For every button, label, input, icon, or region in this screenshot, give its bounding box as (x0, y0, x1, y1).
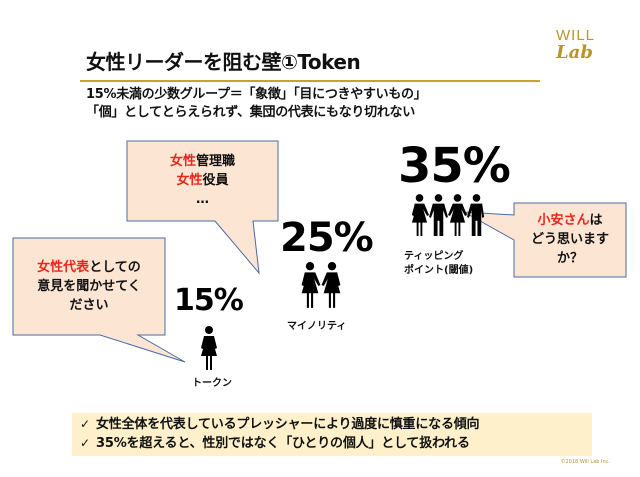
woman-icon (201, 326, 217, 370)
woman-icon (411, 194, 429, 236)
check-icon: ✓ (80, 436, 90, 450)
callout-left-text: 女性代表としての 意見を聞かせてく ださい (13, 258, 165, 315)
percent-15: 15% (174, 283, 244, 318)
callout-line: か？ (556, 251, 583, 266)
callout-line: 女性代表としての (37, 260, 141, 275)
figures-25 (299, 262, 343, 310)
summary-box: ✓ 女性全体を代表しているプレッシャーにより過度に慎重になる傾向 ✓ 35%を超… (72, 413, 592, 456)
bullet-item: ✓ 女性全体を代表しているプレッシャーにより過度に慎重になる傾向 (80, 417, 480, 432)
callout-line: 小安さんは (537, 213, 603, 228)
woman-icon (448, 194, 467, 236)
label-token: トークン (192, 378, 232, 389)
figures-35 (410, 193, 486, 239)
callout-line: ださい (69, 298, 109, 313)
man-icon (467, 194, 485, 236)
label-minority: マイノリティ (287, 321, 347, 332)
subtitle-line-2: 「個」としてとらえられず、集団の代表にもなり切れない (86, 105, 415, 120)
copyright: ©2018 Will Lab Inc. (560, 459, 611, 465)
callout-line: … (196, 192, 209, 207)
figures-15 (199, 326, 219, 372)
title-underline (80, 80, 540, 82)
subtitle-line-1: 15%未満の少数グループ＝「象徴」「目につきやすいもの」 (86, 87, 427, 102)
callout-right-text: 小安さんは どう思います か？ (514, 211, 626, 268)
callout-top-text: 女性管理職 女性役員 … (127, 152, 278, 209)
will-lab-logo: WILL Lab (556, 28, 616, 63)
logo-lab-text: Lab (556, 42, 593, 63)
percent-35: 35% (398, 138, 511, 194)
slide-title: 女性リーダーを阻む壁①Token (86, 50, 361, 74)
man-icon (429, 194, 448, 236)
woman-icon (301, 262, 321, 308)
callout-line: 女性役員 (176, 173, 229, 188)
callout-line: 女性管理職 (169, 154, 236, 169)
label-tipping-point: ティッピング ポイント(閾値) (404, 251, 474, 276)
percent-25: 25% (280, 215, 374, 261)
bullet-item: ✓ 35%を超えると、性別ではなく「ひとりの個人」として扱われる (80, 436, 470, 451)
logo-will-text: WILL (556, 27, 596, 44)
callout-line: 意見を聞かせてく (37, 279, 141, 294)
check-icon: ✓ (80, 417, 90, 431)
callout-line: どう思います (530, 232, 609, 247)
woman-icon (321, 262, 341, 308)
